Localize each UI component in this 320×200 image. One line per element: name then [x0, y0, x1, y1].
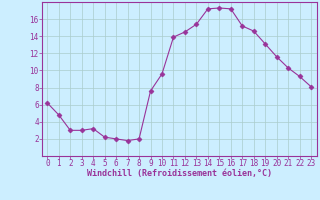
X-axis label: Windchill (Refroidissement éolien,°C): Windchill (Refroidissement éolien,°C): [87, 169, 272, 178]
